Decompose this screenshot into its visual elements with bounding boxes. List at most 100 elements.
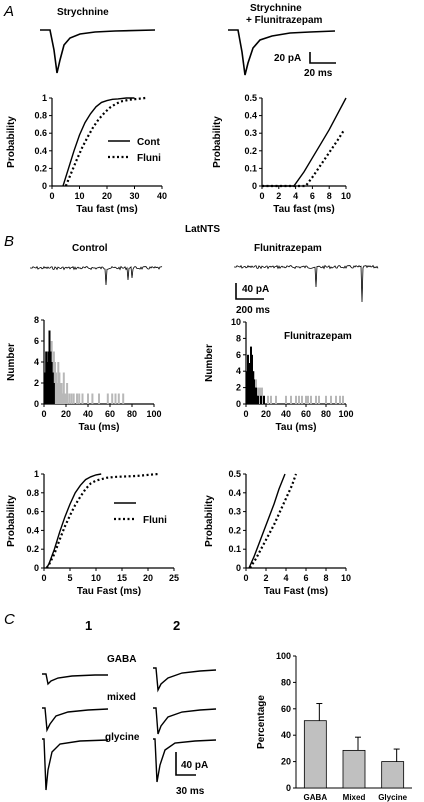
b_right_hist-ytick-label: 0: [236, 399, 241, 409]
b_right_cdf-xtick-label: 6: [303, 573, 308, 583]
c_bar-ytick-label: 60: [281, 704, 291, 714]
b_left_cdf-ytick-label: 0: [34, 563, 39, 573]
a_right_cdf-xtick-label: 8: [327, 191, 332, 201]
b_right_hist-bar-grey: [342, 395, 344, 404]
b_right_cdf-ytick-label: 0.3: [228, 507, 241, 517]
b_left_cdf-xlabel: Tau Fast (ms): [77, 586, 141, 597]
b_left_hist-bar-grey: [55, 372, 58, 404]
b_right_hist-bar-grey: [301, 395, 303, 404]
a_right_cdf-xlabel: Tau fast (ms): [273, 204, 335, 215]
b_right_hist-bar-grey: [318, 395, 320, 404]
b_left_hist-xtick-label: 0: [41, 409, 46, 419]
b_left_hist-bar-black: [46, 362, 49, 404]
b_left_hist-bar-black: [50, 362, 53, 404]
a_right_cdf-ytick-label: 0.3: [244, 128, 257, 138]
a_right_cdf-ytick-label: 0.5: [244, 93, 257, 103]
a_right_cdf-xtick-label: 4: [293, 191, 298, 201]
b_left_hist-bar-grey: [117, 393, 120, 404]
b_left_hist-bar-grey: [72, 393, 75, 404]
b_right_cdf-xlabel: Tau Fast (ms): [264, 586, 328, 597]
a_right_cdf-ylabel: Probability: [212, 116, 223, 168]
b_left_hist-bar-grey: [59, 383, 62, 404]
b-scale-bar: [235, 283, 264, 300]
b_left_hist-bar-black: [45, 351, 48, 404]
chart-b-right-cdf: 0 0.1 0.2 0.3 0.4 0.5 0 2 4 6 8 10 Tau Fast (ms) Prob…: [204, 469, 351, 597]
chart-c-percentage-bars: 0 20 40 60 80 100 Percentage GABA Mixed Glycine: [256, 651, 412, 802]
b_right_hist-bar-grey: [298, 395, 300, 404]
b_left_hist-bar-grey: [68, 393, 71, 404]
b_left_hist-bar-black: [48, 330, 51, 404]
b_right_hist-ytick-label: 8: [236, 333, 241, 343]
c_bar-ylabel: Percentage: [256, 695, 267, 749]
a-scale-ms: 20 ms: [304, 68, 333, 79]
b_right_hist-bar-black: [263, 395, 265, 404]
b_left_hist-bar-grey: [63, 393, 66, 404]
b_right_hist-bar-black: [257, 395, 259, 404]
a_left_cdf-series-solid-line: [62, 97, 135, 187]
b_right_hist-xtick-label: 100: [338, 409, 353, 419]
b_left_hist-xtick-label: 60: [105, 409, 115, 419]
b_left_hist-bar-black: [47, 351, 50, 404]
c-trace-gaba-2: [153, 667, 217, 693]
c-trace-mixed-2: [153, 707, 217, 735]
b_right_hist-bar-grey: [275, 395, 277, 404]
a_right_cdf-xtick-label: 2: [276, 191, 281, 201]
b_left_hist-bar-grey: [106, 393, 109, 404]
c-scale-bar: [175, 752, 196, 776]
c_bar-bar-gaba: [303, 720, 327, 789]
b_left_cdf-xtick-label: 5: [67, 573, 72, 583]
a_left_cdf-ytick-label: 0.4: [34, 146, 47, 156]
b-scale-ms: 200 ms: [236, 305, 270, 316]
a_right_cdf-ytick-label: 0.4: [244, 111, 257, 121]
c-trace-mixed-1: [42, 707, 109, 733]
a-scale-bar: [309, 52, 336, 64]
c_bar-category-label: Mixed: [343, 793, 366, 802]
b-right-title: Flunitrazepam: [254, 243, 322, 254]
b_left_cdf-ytick-label: 1: [34, 469, 39, 479]
b_left_hist-bar-grey: [65, 393, 67, 404]
a_left_cdf-xtick-label: 30: [129, 191, 139, 201]
b_left_hist-bar-grey: [52, 351, 55, 404]
a-right-title-2: + Flunitrazepam: [246, 15, 323, 26]
b_right_cdf-xtick-label: 8: [323, 573, 328, 583]
chart-a-right-cdf: 0 0.1 0.2 0.3 0.4 0.5 0 2 4 6 8 10 Tau fast (ms) Prob…: [212, 93, 351, 215]
c_bar-ytick-label: 80: [281, 677, 291, 687]
b_left_hist-bar-grey: [62, 372, 65, 404]
c_bar-category-label: GABA: [304, 793, 328, 802]
a-left-trace: [40, 29, 156, 74]
c-col1: 1: [85, 618, 92, 633]
b_left_cdf-xtick-label: 0: [41, 573, 46, 583]
b_right_cdf-ytick-label: 0: [236, 563, 241, 573]
b_right_cdf-xtick-label: 2: [263, 573, 268, 583]
c-trace-glycine-1: [42, 738, 109, 791]
b_left_hist-bar-grey: [122, 393, 125, 404]
b_right_hist-ylabel: Number: [204, 344, 215, 382]
b_left_hist-bar-grey: [54, 362, 56, 404]
c_bar-bar-mixed: [342, 749, 366, 789]
b_left_hist-bar-grey: [98, 393, 100, 404]
a-left-title: Strychnine: [57, 7, 109, 18]
a_right_cdf-xtick-label: 0: [259, 191, 264, 201]
c-trace-gaba-1: [42, 673, 108, 686]
b_right_hist-ytick-label: 4: [236, 366, 241, 376]
panel-label-b: B: [4, 233, 14, 250]
b_left_hist-bar-grey: [58, 372, 61, 404]
b_left_hist-bar-grey: [111, 393, 114, 404]
b_left_cdf-xtick-label: 15: [117, 573, 127, 583]
b_right_hist-bar-black: [260, 395, 262, 404]
b_left_hist-bar-black: [44, 372, 47, 404]
a-right-title-1: Strychnine: [250, 3, 302, 14]
c-scale-ms: 30 ms: [176, 786, 205, 797]
legend-label-b-fluni: Fluni: [143, 515, 167, 526]
b_left_hist-bar-grey: [70, 393, 73, 404]
a_right_cdf-series-dotted-line: [262, 129, 346, 188]
a_right_cdf-series-solid-line: [262, 97, 347, 187]
c_bar-category-label: Glycine: [378, 793, 407, 802]
b_left_hist-xlabel: Tau (ms): [79, 422, 120, 433]
a_left_cdf-ytick-label: 0.8: [34, 111, 47, 121]
b_left_hist-bar-grey: [56, 383, 59, 404]
b_right_cdf-xtick-label: 10: [341, 573, 351, 583]
b_left_hist-ylabel: Number: [6, 343, 17, 381]
b_left_hist-ytick-label: 4: [34, 357, 39, 367]
